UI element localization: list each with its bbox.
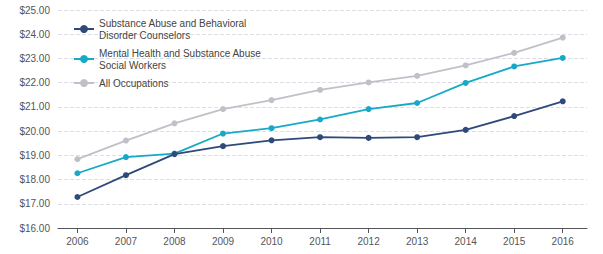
svg-text:$17.00: $17.00 (19, 198, 50, 209)
svg-text:$23.00: $23.00 (19, 53, 50, 64)
svg-text:$18.00: $18.00 (19, 174, 50, 185)
svg-text:2012: 2012 (357, 236, 380, 247)
svg-text:2016: 2016 (552, 236, 575, 247)
svg-text:$19.00: $19.00 (19, 150, 50, 161)
svg-text:2008: 2008 (163, 236, 186, 247)
svg-text:$24.00: $24.00 (19, 29, 50, 40)
svg-text:$20.00: $20.00 (19, 126, 50, 137)
svg-text:2014: 2014 (455, 236, 478, 247)
svg-text:Substance Abuse and Behavioral: Substance Abuse and Behavioral (99, 18, 246, 29)
svg-text:2013: 2013 (406, 236, 429, 247)
svg-text:2009: 2009 (212, 236, 235, 247)
svg-text:2006: 2006 (66, 236, 89, 247)
svg-text:2015: 2015 (503, 236, 526, 247)
svg-text:All Occupations: All Occupations (99, 78, 168, 89)
svg-text:$16.00: $16.00 (19, 223, 50, 234)
svg-text:$21.00: $21.00 (19, 101, 50, 112)
svg-text:2010: 2010 (260, 236, 283, 247)
svg-text:Disorder Counselors: Disorder Counselors (99, 30, 190, 41)
svg-text:Mental Health and Substance Ab: Mental Health and Substance Abuse (99, 48, 261, 59)
svg-text:2007: 2007 (115, 236, 138, 247)
svg-text:2011: 2011 (309, 236, 331, 247)
svg-text:$25.00: $25.00 (19, 5, 50, 16)
svg-text:Social Workers: Social Workers (99, 60, 166, 71)
svg-text:$22.00: $22.00 (19, 77, 50, 88)
